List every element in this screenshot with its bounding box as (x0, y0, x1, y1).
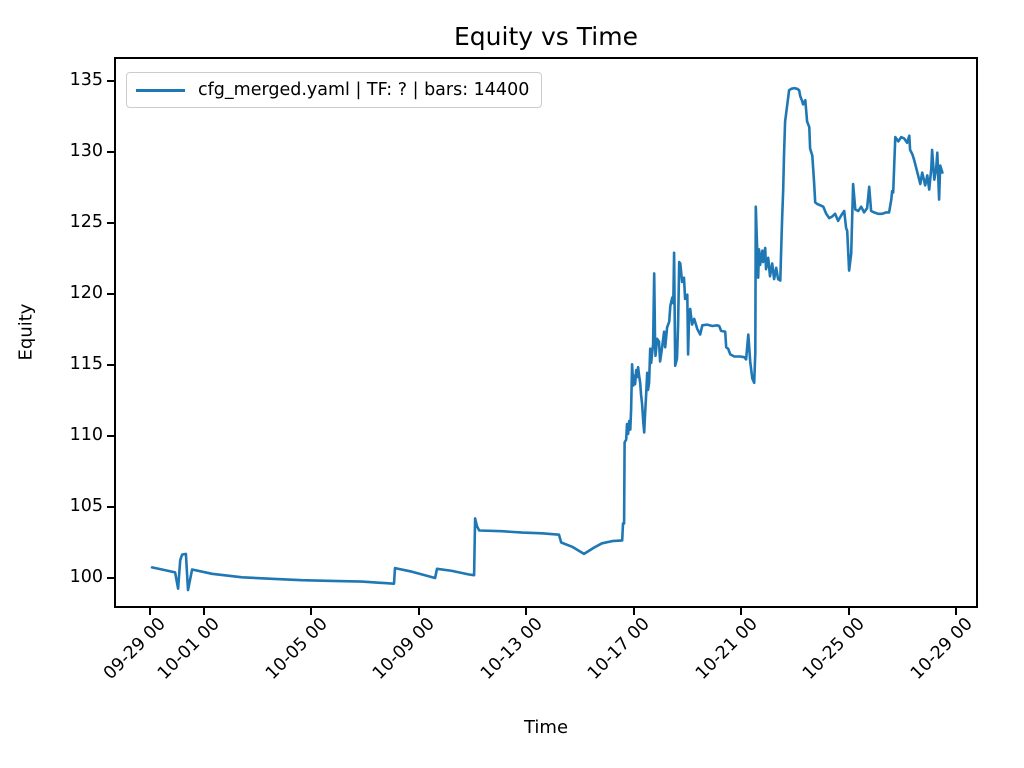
y-tick-label: 100 (69, 567, 103, 588)
y-tick-label: 115 (69, 354, 103, 375)
y-tick (107, 506, 114, 509)
x-tick (955, 608, 958, 615)
y-tick-label: 110 (69, 425, 103, 446)
x-tick-label: 10-17 00 (584, 614, 655, 684)
legend: cfg_merged.yaml | TF: ? | bars: 14400 (126, 72, 543, 108)
x-tick (632, 608, 635, 615)
x-tick (525, 608, 528, 615)
y-tick (107, 577, 114, 580)
x-tick (202, 608, 205, 615)
y-tick (107, 364, 114, 367)
y-tick-label: 125 (69, 212, 103, 233)
x-axis-label: Time (523, 717, 569, 738)
x-tick (417, 608, 420, 615)
x-tick-label: 10-25 00 (799, 614, 870, 684)
y-tick-label: 130 (69, 141, 103, 162)
chart-title: Equity vs Time (454, 22, 638, 51)
x-tick (310, 608, 313, 615)
legend-line-sample (136, 88, 185, 92)
y-tick-label: 135 (69, 70, 103, 91)
y-tick-label: 105 (69, 496, 103, 517)
y-tick-label: 120 (69, 283, 103, 304)
legend-label: cfg_merged.yaml | TF: ? | bars: 14400 (198, 80, 530, 100)
equity-line-chart (150, 86, 944, 592)
x-tick-label: 10-09 00 (369, 614, 440, 684)
x-tick-label: 10-13 00 (476, 614, 547, 684)
y-tick (107, 80, 114, 83)
plot-area: cfg_merged.yaml | TF: ? | bars: 14400 (114, 57, 978, 608)
x-tick (847, 608, 850, 615)
x-tick-label: 10-21 00 (691, 614, 762, 684)
x-tick-label: 10-29 00 (906, 614, 977, 684)
x-tick (740, 608, 743, 615)
y-axis-label: Equity (15, 303, 37, 361)
y-tick (107, 151, 114, 154)
y-tick (107, 293, 114, 296)
y-tick (107, 435, 114, 438)
x-tick-label: 10-05 00 (261, 614, 332, 684)
y-tick (107, 222, 114, 225)
x-tick (149, 608, 152, 615)
equity-line (150, 86, 944, 592)
